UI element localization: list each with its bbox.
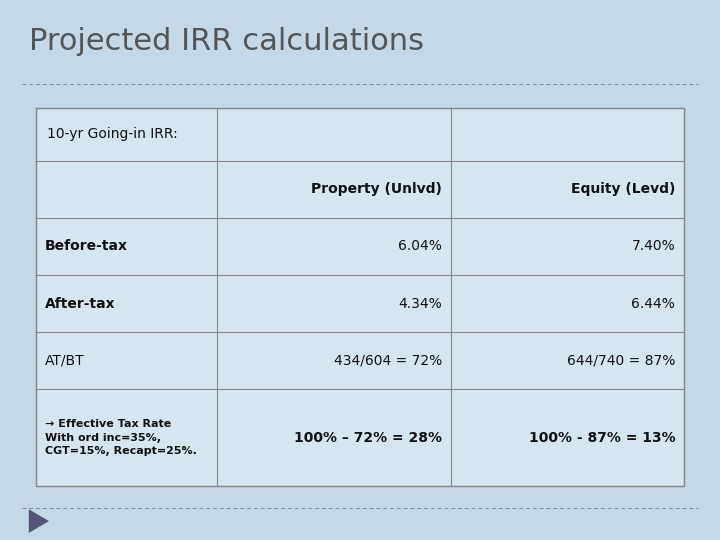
Text: 10-yr Going-in IRR:: 10-yr Going-in IRR:: [47, 127, 178, 141]
Text: Property (Unlvd): Property (Unlvd): [311, 183, 442, 197]
Text: 100% - 87% = 13%: 100% - 87% = 13%: [528, 431, 675, 444]
Text: AT/BT: AT/BT: [45, 354, 84, 368]
Text: After-tax: After-tax: [45, 296, 115, 310]
Text: Before-tax: Before-tax: [45, 239, 127, 253]
Text: 434/604 = 72%: 434/604 = 72%: [334, 354, 442, 368]
Text: 6.04%: 6.04%: [398, 239, 442, 253]
Polygon shape: [29, 509, 49, 533]
Text: 644/740 = 87%: 644/740 = 87%: [567, 354, 675, 368]
Text: → Effective Tax Rate
With ord inc=35%,
CGT=15%, Recapt=25%.: → Effective Tax Rate With ord inc=35%, C…: [45, 419, 197, 456]
Text: Equity (Levd): Equity (Levd): [571, 183, 675, 197]
Text: 6.44%: 6.44%: [631, 296, 675, 310]
Text: Projected IRR calculations: Projected IRR calculations: [29, 27, 424, 56]
Text: 100% – 72% = 28%: 100% – 72% = 28%: [294, 431, 442, 444]
Text: 4.34%: 4.34%: [398, 296, 442, 310]
Text: 7.40%: 7.40%: [631, 239, 675, 253]
